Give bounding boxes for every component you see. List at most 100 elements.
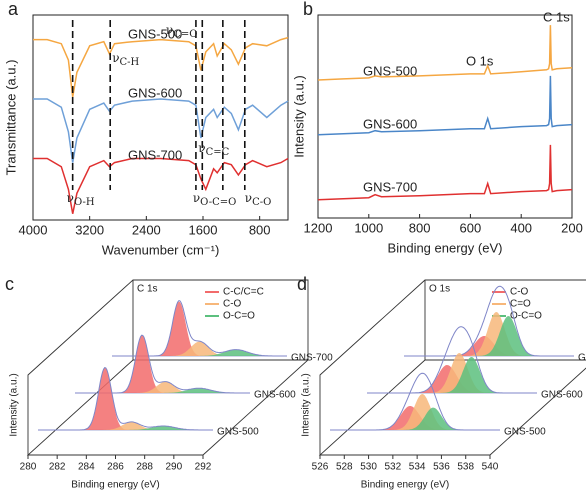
legend-label: O-C=O: [510, 311, 542, 322]
panel-label: a: [8, 0, 19, 19]
sample-label: GNS-500: [217, 427, 259, 438]
fitted-peak: [404, 312, 574, 356]
peak-annotation: νC=C: [198, 141, 229, 158]
fitted-peak: [38, 426, 213, 430]
subscript: C=C: [206, 147, 230, 158]
envelope: [330, 372, 500, 431]
symbol: ν: [166, 23, 173, 37]
x-tick-label: 536: [433, 462, 450, 473]
symbol: ν: [112, 51, 119, 65]
walls: [319, 279, 586, 455]
fitted-peak: [330, 394, 500, 430]
symbol: ν: [67, 191, 74, 205]
peak-annotation: νC-H: [112, 51, 139, 68]
x-tick-label: 800: [409, 220, 431, 235]
series-label: GNS-500: [363, 63, 417, 78]
x-tick-label: 1600: [189, 222, 218, 237]
x-tick-label: 2400: [132, 222, 161, 237]
x-tick-label: 282: [49, 462, 66, 473]
x-tick-label: 526: [312, 462, 329, 473]
series-label: GNS-600: [363, 116, 417, 131]
x-axis-label: Wavenumber (cm⁻¹): [102, 242, 220, 257]
panel-label: b: [303, 0, 313, 19]
plot-frame: [317, 14, 573, 219]
x-tick-label: 280: [20, 462, 37, 473]
x-tick-label: 4000: [19, 222, 48, 237]
panel-label: c: [5, 274, 14, 294]
x-tick-label: 800: [249, 222, 271, 237]
subscript: O-C=O: [200, 197, 236, 208]
fitted-peak: [38, 422, 213, 430]
peak-annotation: νC-O: [245, 191, 272, 208]
x-tick-label: 288: [136, 462, 153, 473]
x-tick-label: 3200: [75, 222, 104, 237]
x-tick-label: 540: [482, 462, 499, 473]
spectrum-line: [317, 25, 573, 81]
subscript: C-O: [252, 197, 271, 208]
spectrum-title: O 1s: [429, 284, 450, 295]
x-tick-label: 528: [336, 462, 353, 473]
legend-label: C-O: [510, 287, 529, 298]
x-axis-label: Binding energy (eV): [388, 240, 503, 255]
spectrum-line: [317, 75, 573, 136]
envelope: [38, 367, 213, 431]
x-tick-label: 1000: [354, 220, 383, 235]
symbol: ν: [198, 141, 205, 155]
x-axis-label: Binding energy (eV): [71, 480, 159, 491]
walls: [27, 279, 309, 455]
y-axis-label: Intensity (a.u.): [301, 373, 312, 436]
floor: [318, 359, 586, 456]
legend-label: C=O: [510, 299, 531, 310]
x-tick-label: 284: [78, 462, 95, 473]
fitted-peak: [38, 367, 213, 430]
x-tick-label: 286: [107, 462, 124, 473]
floor: [26, 359, 310, 456]
spectrum-line: [317, 144, 573, 201]
legend-label: O-C=O: [223, 311, 255, 322]
x-tick-label: 534: [409, 462, 426, 473]
panel-label: d: [297, 274, 307, 294]
peak-annotation: νO-C=O: [193, 191, 236, 208]
x-tick-label: 200: [561, 220, 583, 235]
x-axis-label: Binding energy (eV): [361, 480, 449, 491]
series-label: GNS-600: [128, 85, 182, 100]
fitted-peak: [112, 341, 287, 356]
envelope: [404, 285, 574, 357]
symbol: ν: [193, 191, 200, 205]
legend-label: C-C/C=C: [223, 287, 264, 298]
x-tick-label: 290: [165, 462, 182, 473]
y-axis-label: Intensity (a.u.): [9, 373, 20, 436]
y-axis-label: Intensity (a.u.): [291, 75, 306, 157]
peak-annotation: νO-H: [67, 191, 95, 208]
spectrum-title: C 1s: [137, 284, 158, 295]
peak-annotation: C 1s: [543, 9, 570, 24]
series-label: GNS-500: [128, 26, 182, 41]
peak-annotation: νC=O: [166, 23, 198, 40]
peak-annotation: O 1s: [466, 53, 494, 68]
sample-label: GNS-500: [504, 427, 546, 438]
legend-label: C-O: [223, 299, 242, 310]
sample-label: GNS-700: [578, 353, 586, 364]
x-tick-label: 530: [360, 462, 377, 473]
x-tick-label: 1200: [304, 220, 333, 235]
subscript: O-H: [74, 197, 95, 208]
x-tick-label: 538: [457, 462, 474, 473]
fitted-peak: [75, 381, 250, 393]
fitted-peak: [367, 353, 537, 393]
subscript: C=O: [173, 29, 197, 40]
series-label: GNS-700: [363, 179, 417, 194]
x-tick-label: 532: [385, 462, 402, 473]
spectrum-line: [33, 157, 289, 214]
x-tick-label: 292: [195, 462, 212, 473]
sample-label: GNS-600: [254, 390, 296, 401]
plot-frame: [32, 14, 289, 221]
subscript: C-H: [120, 57, 140, 68]
symbol: ν: [245, 191, 252, 205]
series-label: GNS-700: [128, 147, 182, 162]
sample-label: GNS-600: [541, 390, 583, 401]
envelope: [367, 326, 537, 394]
x-tick-label: 600: [460, 220, 482, 235]
y-axis-label: Transmittance (a.u.): [3, 60, 18, 176]
x-tick-label: 400: [510, 220, 532, 235]
